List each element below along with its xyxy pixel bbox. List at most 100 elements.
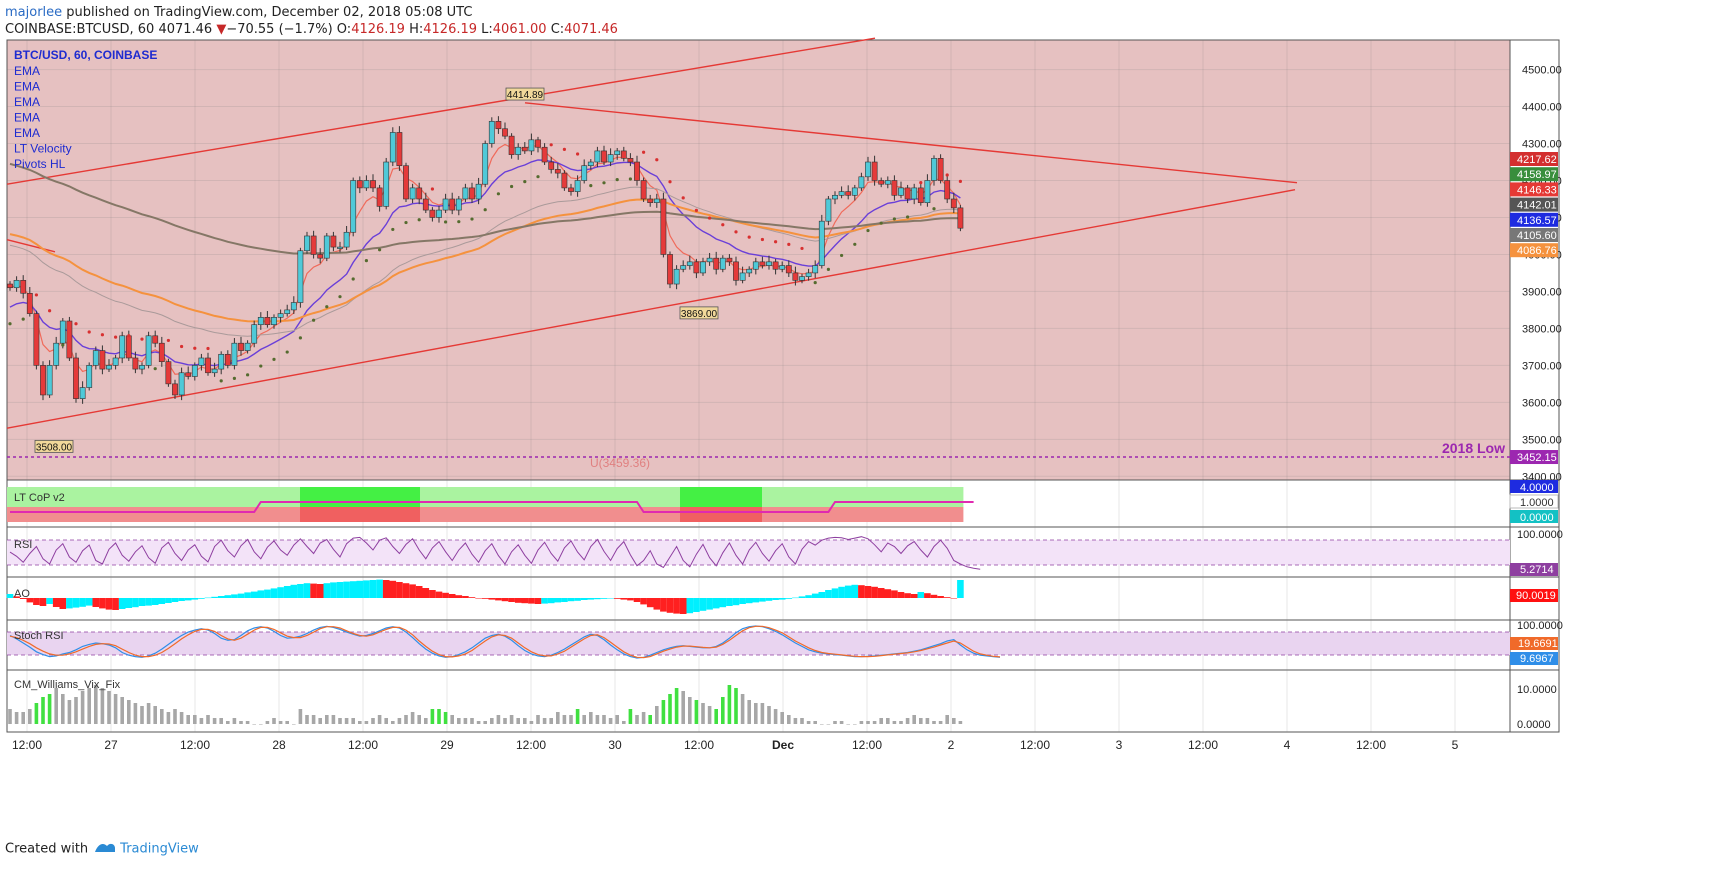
tradingview-link[interactable]: TradingView bbox=[120, 841, 199, 857]
vix-bar bbox=[166, 712, 171, 724]
author-link[interactable]: majorlee bbox=[5, 5, 63, 20]
candle-body bbox=[26, 292, 33, 314]
vix-bar bbox=[536, 715, 540, 724]
vix-bar bbox=[80, 691, 85, 724]
candle-body bbox=[264, 317, 271, 326]
ao-bar bbox=[673, 598, 680, 614]
vix-bar bbox=[226, 721, 230, 724]
vix-bar bbox=[483, 721, 487, 724]
candle-body bbox=[752, 261, 759, 270]
candle-body bbox=[917, 187, 924, 203]
rsi-top-label: 100.0000 bbox=[1517, 529, 1563, 541]
velocity-dot bbox=[760, 237, 765, 242]
ao-bar bbox=[475, 598, 482, 599]
vix-bar bbox=[351, 718, 355, 724]
velocity-dot bbox=[906, 215, 910, 219]
velocity-dot bbox=[879, 221, 883, 225]
ao-bar bbox=[448, 594, 456, 598]
candle-body bbox=[304, 235, 310, 252]
vix-bar bbox=[820, 724, 824, 725]
candle-body bbox=[290, 302, 297, 311]
vix-bar bbox=[325, 715, 329, 724]
ema-price-label: 4158.97 bbox=[1517, 169, 1557, 181]
candle-body bbox=[693, 261, 700, 274]
candle-body bbox=[125, 335, 132, 359]
velocity-dot bbox=[708, 216, 712, 220]
vix-bar bbox=[14, 712, 19, 724]
vix-bar bbox=[892, 721, 897, 724]
candle-body bbox=[647, 198, 654, 203]
velocity-dot bbox=[166, 338, 170, 343]
ao-bar bbox=[13, 596, 20, 598]
candle-body bbox=[178, 372, 185, 396]
vix-bottom-label: 0.0000 bbox=[1517, 719, 1551, 731]
candle-body bbox=[40, 365, 46, 396]
y-tick-label: 3900.00 bbox=[1522, 286, 1562, 298]
ao-bar bbox=[646, 598, 654, 608]
vix-bar bbox=[265, 721, 270, 724]
ao-bar bbox=[316, 584, 324, 598]
candle-body bbox=[884, 180, 891, 185]
vix-bar bbox=[635, 715, 639, 724]
ema-line-4 bbox=[9, 162, 961, 255]
created-with-text: Created with bbox=[5, 841, 89, 857]
candle-body bbox=[46, 365, 53, 396]
vix-bar bbox=[879, 718, 883, 724]
ao-bar bbox=[402, 583, 410, 598]
ao-bar bbox=[118, 598, 126, 609]
candle-body bbox=[158, 342, 165, 362]
candle-body bbox=[86, 365, 93, 388]
candle-body bbox=[561, 172, 568, 189]
ao-bar bbox=[726, 598, 733, 606]
ao-bar bbox=[547, 598, 555, 604]
ao-bar bbox=[798, 596, 806, 598]
velocity-dot bbox=[259, 364, 263, 368]
ao-bar bbox=[765, 598, 773, 601]
candle-body bbox=[746, 268, 753, 274]
cop-tick-label: 1.0000 bbox=[1520, 497, 1554, 509]
down-arrow-icon: ▼ bbox=[216, 22, 227, 37]
candle-body bbox=[455, 198, 462, 211]
vix-bar bbox=[430, 709, 435, 724]
candle-body bbox=[832, 194, 838, 200]
candle-body bbox=[700, 261, 706, 274]
candle-body bbox=[257, 317, 264, 326]
candle-body bbox=[73, 357, 79, 399]
ao-bar bbox=[653, 598, 661, 610]
candle-body bbox=[812, 265, 819, 274]
ema-price-label: 4146.33 bbox=[1517, 184, 1557, 196]
candle-body bbox=[739, 272, 746, 281]
candle-body bbox=[719, 257, 726, 270]
candle-body bbox=[587, 161, 594, 167]
vix-bar bbox=[641, 712, 646, 724]
ao-bar bbox=[145, 598, 152, 606]
ao-bar bbox=[666, 598, 674, 613]
candle-body bbox=[231, 342, 238, 366]
vix-bar bbox=[219, 718, 223, 724]
symbol-label: COINBASE:BTCUSD, 60 bbox=[5, 22, 155, 37]
velocity-dot bbox=[325, 305, 329, 309]
candle-body bbox=[205, 357, 211, 374]
ao-bar bbox=[805, 595, 812, 598]
velocity-dot bbox=[694, 208, 699, 212]
vix-bar bbox=[767, 706, 771, 724]
short-trendline bbox=[6, 238, 56, 253]
ao-bar bbox=[132, 598, 139, 608]
velocity-dot bbox=[285, 350, 289, 354]
candle-body bbox=[238, 342, 244, 351]
velocity-dot bbox=[298, 336, 302, 340]
ao-bar bbox=[389, 580, 397, 598]
stoch-band bbox=[7, 632, 1510, 655]
vix-bar bbox=[727, 685, 732, 724]
ao-bar bbox=[891, 590, 898, 598]
candle-body bbox=[475, 183, 482, 200]
vix-bar bbox=[450, 715, 454, 724]
vix-bar bbox=[397, 718, 402, 724]
ao-bar bbox=[462, 596, 469, 598]
candle-body bbox=[363, 180, 370, 189]
ao-bar bbox=[858, 585, 865, 598]
legend-item: EMA bbox=[14, 95, 40, 109]
vix-bar bbox=[443, 712, 448, 724]
